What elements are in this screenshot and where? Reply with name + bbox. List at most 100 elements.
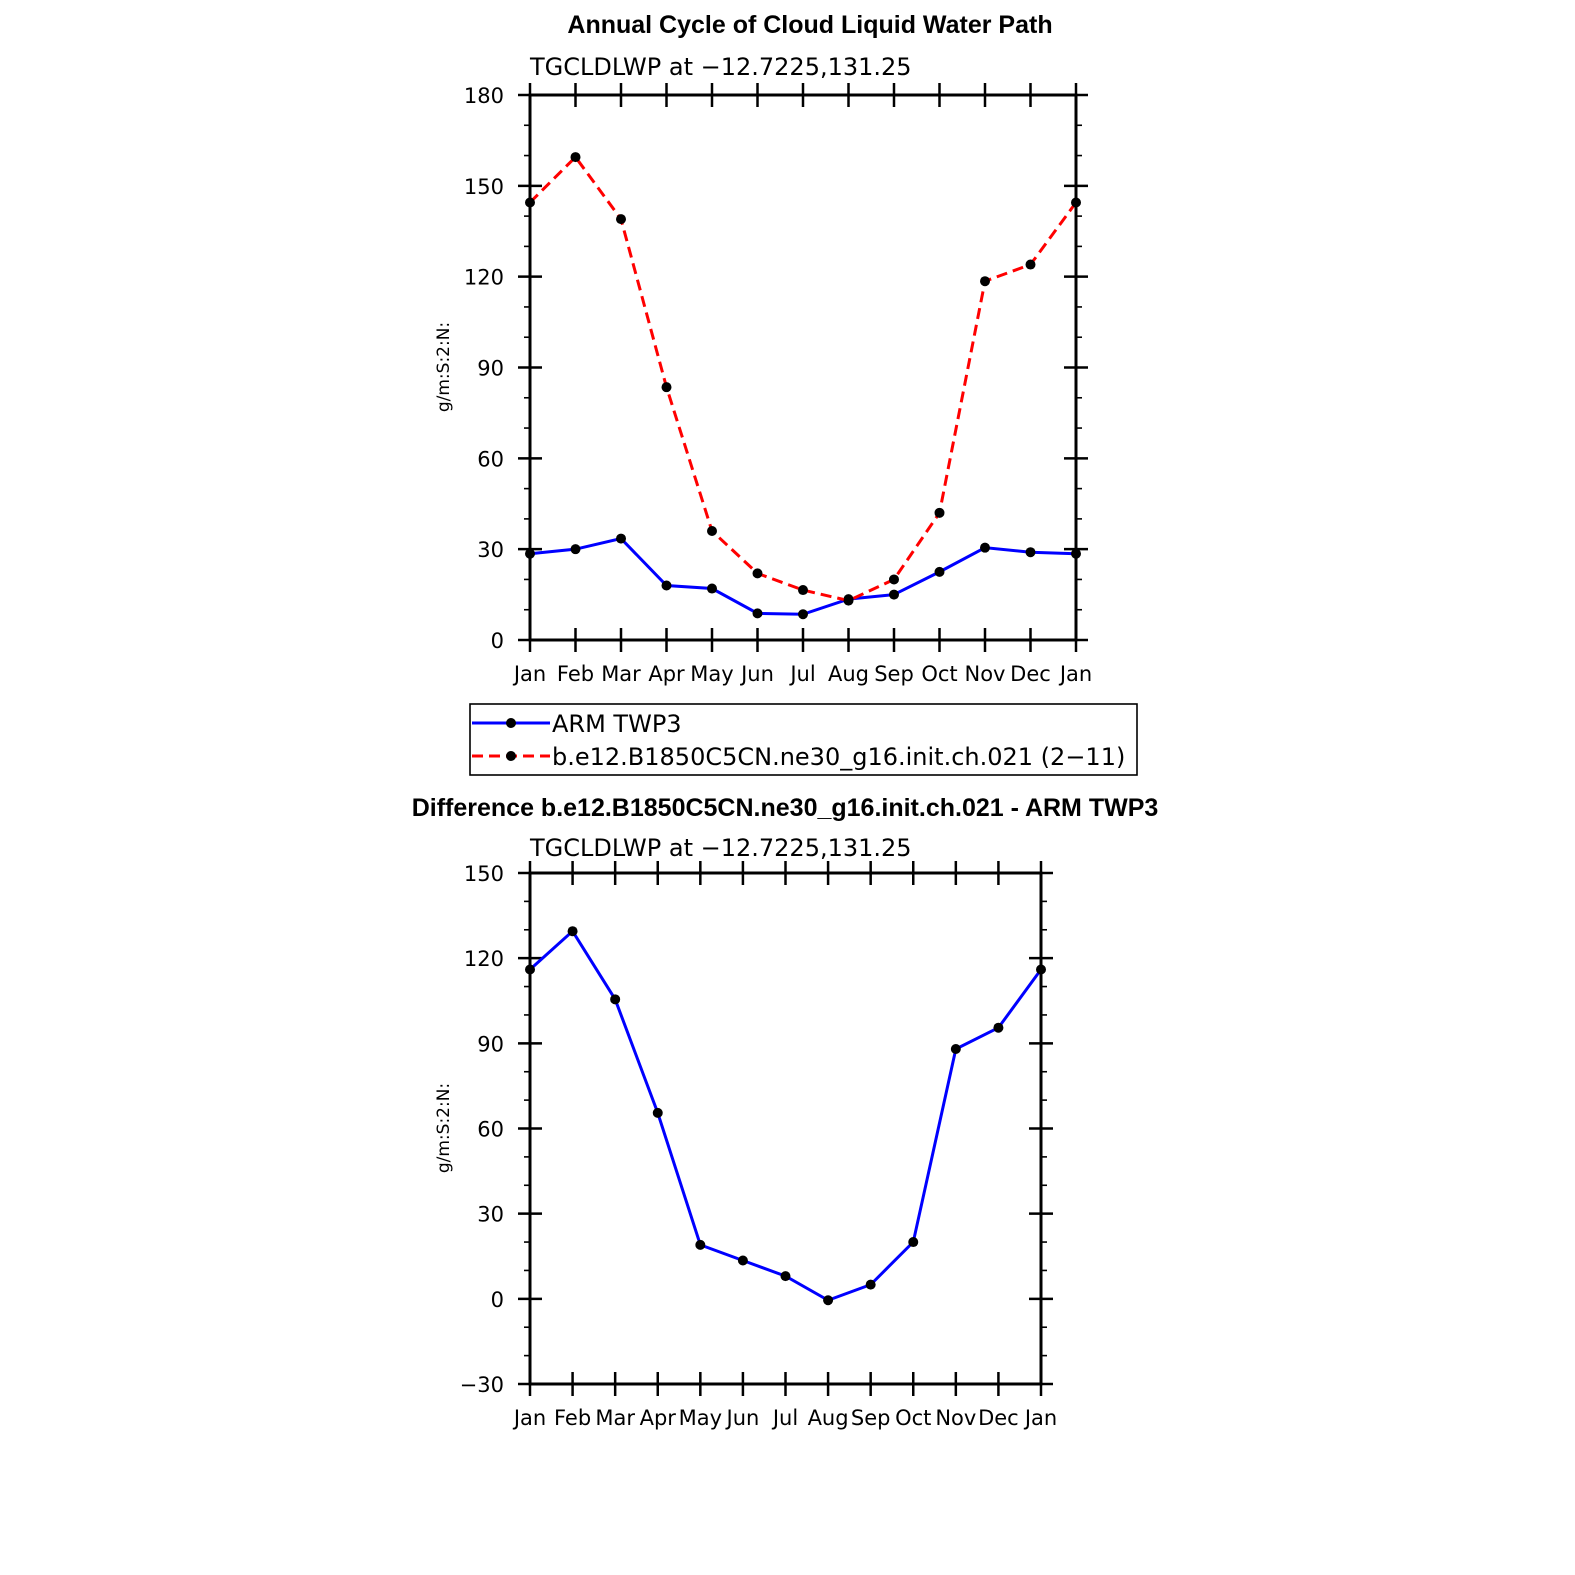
x-tick-label: Oct [921,662,957,686]
y-tick-label: 150 [464,862,504,886]
chart-subtitle: TGCLDLWP at −12.7225,131.25 [529,834,912,862]
x-tick-label: Feb [557,662,594,686]
data-point [571,544,581,554]
data-point [980,276,990,286]
data-point [1071,197,1081,207]
x-tick-label: Aug [828,662,869,686]
y-tick-label: 90 [477,1032,504,1056]
legend-label-arm-twp3: ARM TWP3 [552,710,682,738]
series-line-0 [530,931,1041,1300]
data-point [823,1295,833,1305]
y-tick-label: 150 [464,175,504,199]
legend-entry-model: b.e12.B1850C5CN.ne30_g16.init.ch.021 (2−… [472,743,1125,771]
data-point [1026,260,1036,270]
data-point [844,596,854,606]
y-tick-label: 30 [477,538,504,562]
data-point [781,1271,791,1281]
chart-title: Annual Cycle of Cloud Liquid Water Path [567,11,1052,39]
data-point [753,608,763,618]
data-point [525,197,535,207]
plot-area: −30 0 30 60 90 120 150 Jan Feb Mar Apr May Jun Jul Aug… [460,861,1058,1430]
data-point [571,152,581,162]
figure-canvas: Annual Cycle of Cloud Liquid Water Path … [0,0,1575,1575]
series-line-0 [530,539,1076,615]
data-point [695,1240,705,1250]
y-tick-label: 30 [477,1203,504,1227]
difference-panel: Difference b.e12.B1850C5CN.ne30_g16.init… [412,794,1159,1430]
data-point [935,508,945,518]
data-point [1026,547,1036,557]
data-point [707,584,717,594]
data-point [753,568,763,578]
data-point [707,526,717,536]
y-tick-label: 180 [464,84,504,108]
data-point [1071,549,1081,559]
series-line-1 [530,157,1076,601]
chart-subtitle: TGCLDLWP at −12.7225,131.25 [529,53,912,81]
data-point [866,1280,876,1290]
x-tick-label: Aug [808,1406,849,1430]
data-point [1036,965,1046,975]
x-tick-label: Dec [1010,662,1051,686]
data-point [935,567,945,577]
data-point [662,581,672,591]
x-tick-label: May [690,662,733,686]
plot-frame [530,95,1076,640]
x-tick-label: Dec [978,1406,1019,1430]
x-tick-label: Apr [640,1406,677,1430]
data-point [616,534,626,544]
y-tick-label: −30 [460,1373,504,1397]
x-tick-label: Jul [788,662,815,686]
x-tick-label: Jun [739,662,774,686]
annual-cycle-panel: Annual Cycle of Cloud Liquid Water Path … [434,11,1092,686]
x-tick-label: Jul [771,1406,798,1430]
data-point [889,574,899,584]
legend-marker-model [506,751,516,761]
data-point [980,543,990,553]
x-tick-label: Jan [1058,662,1092,686]
x-tick-label: Sep [851,1406,891,1430]
data-point [653,1108,663,1118]
plot-area: 0 30 60 90 120 150 180 Jan Feb Mar Apr May Jun Jul Aug… [464,83,1092,686]
y-tick-label: 90 [477,357,504,381]
data-point [889,590,899,600]
y-tick-label: 120 [464,947,504,971]
y-tick-label: 0 [491,629,504,653]
legend: ARM TWP3 b.e12.B1850C5CN.ne30_g16.init.c… [470,704,1137,775]
data-point [525,549,535,559]
x-tick-label: Nov [965,662,1006,686]
data-point [993,1023,1003,1033]
x-tick-label: Feb [554,1406,591,1430]
x-tick-label: Apr [648,662,685,686]
x-tick-label: Mar [595,1406,635,1430]
y-tick-label: 60 [477,447,504,471]
data-point [662,382,672,392]
y-axis-label: g/m:S:2:N: [434,1083,454,1173]
y-tick-label: 0 [491,1288,504,1312]
data-point [738,1256,748,1266]
x-tick-label: Jan [512,662,546,686]
data-point [798,609,808,619]
y-tick-label: 60 [477,1118,504,1142]
data-point [568,926,578,936]
data-point [798,585,808,595]
y-tick-label: 120 [464,266,504,290]
x-tick-label: Jan [512,1406,546,1430]
data-point [908,1237,918,1247]
x-tick-label: Nov [935,1406,976,1430]
chart-title: Difference b.e12.B1850C5CN.ne30_g16.init… [412,794,1159,822]
data-point [525,965,535,975]
x-tick-label: Mar [601,662,641,686]
data-point [951,1044,961,1054]
x-tick-label: Sep [874,662,914,686]
x-tick-label: Oct [895,1406,931,1430]
data-point [616,214,626,224]
x-tick-label: May [679,1406,722,1430]
data-point [610,994,620,1004]
legend-marker-arm-twp3 [506,718,516,728]
x-tick-label: Jun [725,1406,760,1430]
plot-frame [530,873,1041,1384]
legend-label-model: b.e12.B1850C5CN.ne30_g16.init.ch.021 (2−… [552,743,1125,771]
y-axis-label: g/m:S:2:N: [434,322,454,412]
x-tick-label: Jan [1023,1406,1057,1430]
